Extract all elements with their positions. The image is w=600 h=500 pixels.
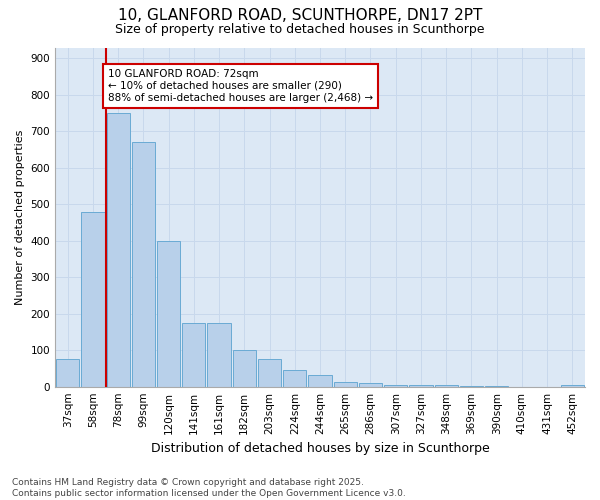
Bar [208, 323, 230, 386]
Bar [81, 212, 104, 386]
Bar [308, 375, 332, 386]
Text: 10, GLANFORD ROAD, SCUNTHORPE, DN17 2PT: 10, GLANFORD ROAD, SCUNTHORPE, DN17 2PT [118, 8, 482, 22]
Bar [107, 113, 130, 386]
Bar [434, 385, 458, 386]
Bar [561, 385, 584, 386]
Y-axis label: Number of detached properties: Number of detached properties [15, 130, 25, 305]
Text: 10 GLANFORD ROAD: 72sqm
← 10% of detached houses are smaller (290)
88% of semi-d: 10 GLANFORD ROAD: 72sqm ← 10% of detache… [108, 70, 373, 102]
Text: Size of property relative to detached houses in Scunthorpe: Size of property relative to detached ho… [115, 22, 485, 36]
Bar [409, 385, 433, 386]
Bar [157, 241, 180, 386]
Bar [359, 383, 382, 386]
Bar [283, 370, 307, 386]
Bar [132, 142, 155, 386]
Bar [334, 382, 357, 386]
Bar [384, 385, 407, 386]
Text: Contains HM Land Registry data © Crown copyright and database right 2025.
Contai: Contains HM Land Registry data © Crown c… [12, 478, 406, 498]
Bar [56, 360, 79, 386]
Bar [258, 360, 281, 386]
Bar [233, 350, 256, 387]
X-axis label: Distribution of detached houses by size in Scunthorpe: Distribution of detached houses by size … [151, 442, 490, 455]
Bar [182, 323, 205, 386]
